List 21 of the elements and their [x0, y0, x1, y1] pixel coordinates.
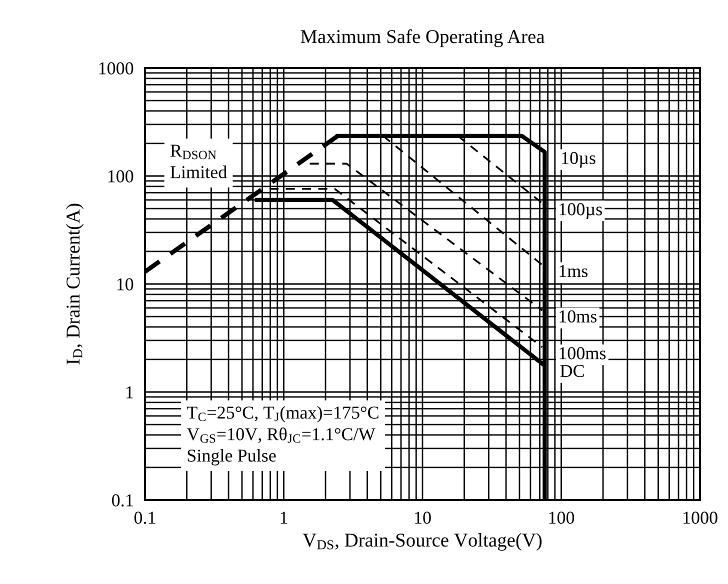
y-tick-label: 1000	[99, 62, 134, 74]
x-tick-label: 0.1	[134, 512, 156, 524]
x-tick-label: 1	[280, 512, 288, 524]
x-tick-label: 10	[415, 512, 431, 524]
series-label: 100µs	[560, 203, 602, 220]
series-label: 10ms	[560, 310, 597, 323]
series-label: 1ms	[560, 265, 588, 278]
y-axis-title: I$_{D}$, Drain Current(A)	[66, 204, 84, 364]
y-tick-label: 0.1	[112, 494, 133, 507]
text: T$_{C}$=25°C, T$_{J}$(max)=175°C V$_{GS}$=10V, Rθ$_{JC}$=1.1°C/W Single Pulse	[186, 406, 378, 466]
y-tick-label: 1	[126, 386, 133, 398]
y-tick-label: 10	[117, 278, 134, 290]
x-tick-label: 1000	[684, 512, 718, 524]
x-tick-label: 100	[549, 512, 574, 524]
chart-title: Maximum Safe Operating Area	[300, 29, 545, 48]
annotation: R$_{DSON}$ Limited	[170, 144, 227, 178]
series-label: DC	[560, 364, 584, 378]
series-label: 100ms	[560, 347, 606, 360]
y-tick-label: 100	[108, 170, 134, 182]
series-label: 10µs	[562, 152, 596, 168]
x-axis-title: V$_{DS}$, Drain-Source Voltage(V)	[302, 533, 542, 551]
